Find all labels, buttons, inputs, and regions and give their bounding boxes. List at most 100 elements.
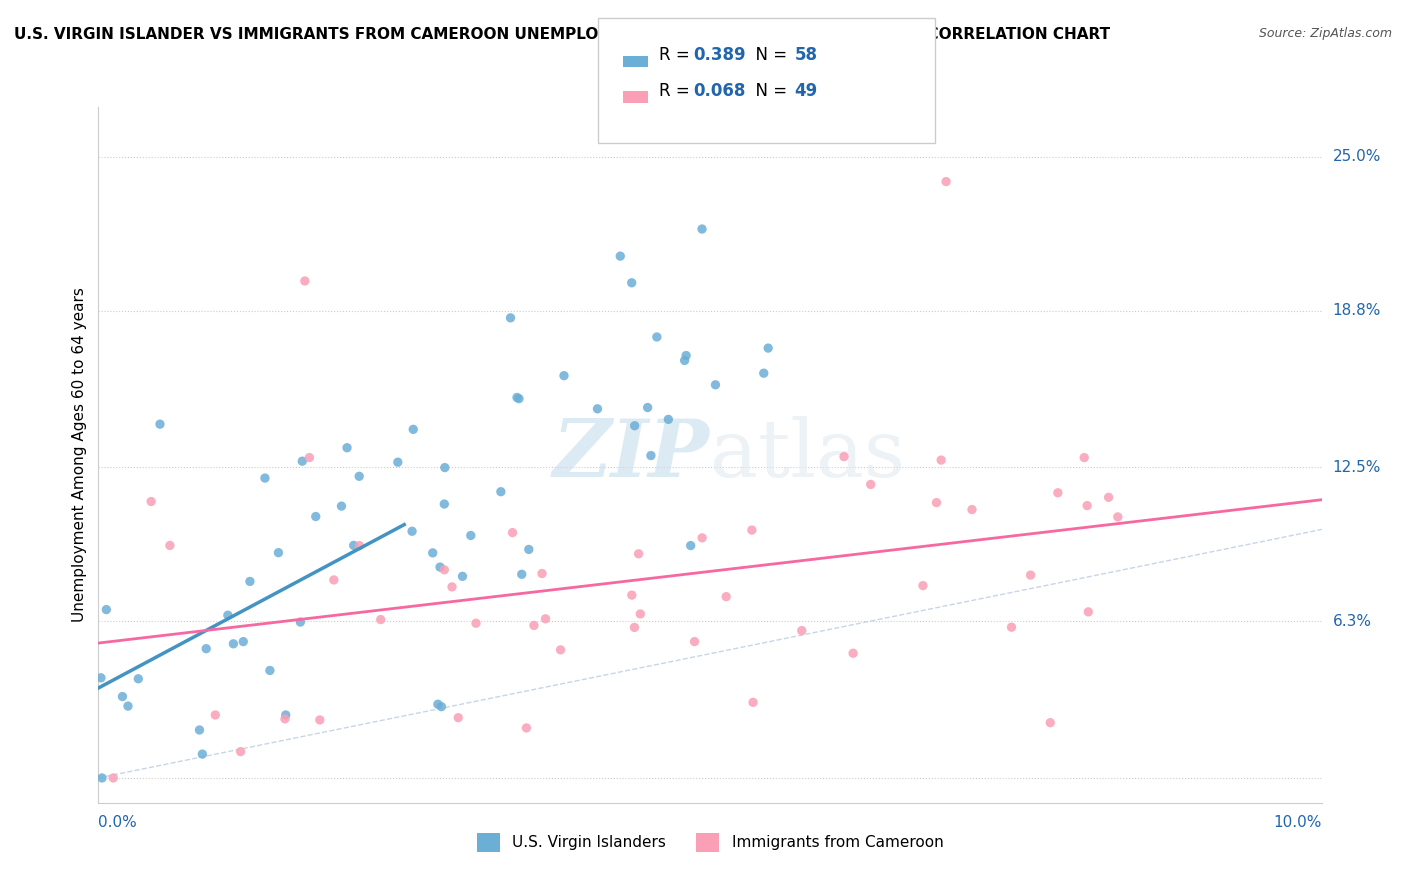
- Point: [627, 547, 650, 561]
- Point: [523, 618, 546, 632]
- Point: [741, 523, 763, 537]
- Point: [159, 538, 181, 552]
- Point: [433, 563, 456, 577]
- Point: [149, 417, 172, 432]
- Point: [1039, 715, 1062, 730]
- Point: [117, 699, 139, 714]
- Point: [935, 175, 957, 189]
- Point: [330, 499, 353, 513]
- Point: [298, 450, 321, 465]
- Point: [609, 249, 631, 263]
- Point: [430, 699, 453, 714]
- Point: [645, 330, 668, 344]
- Point: [550, 643, 572, 657]
- Point: [426, 697, 449, 711]
- Point: [489, 484, 512, 499]
- Point: [960, 502, 983, 516]
- Point: [683, 634, 706, 648]
- Text: atlas: atlas: [710, 416, 905, 494]
- Point: [637, 401, 659, 415]
- Point: [259, 664, 281, 678]
- Point: [191, 747, 214, 761]
- Text: U.S. VIRGIN ISLANDER VS IMMIGRANTS FROM CAMEROON UNEMPLOYMENT AMONG AGES 60 TO 6: U.S. VIRGIN ISLANDER VS IMMIGRANTS FROM …: [14, 27, 1111, 42]
- Point: [1073, 450, 1095, 465]
- Text: 58: 58: [794, 46, 817, 64]
- Text: 25.0%: 25.0%: [1333, 149, 1381, 164]
- Point: [274, 708, 297, 723]
- Point: [1000, 620, 1022, 634]
- Point: [628, 607, 651, 621]
- Point: [534, 612, 557, 626]
- Text: 0.0%: 0.0%: [98, 815, 138, 830]
- Point: [1046, 485, 1069, 500]
- Text: 0.389: 0.389: [693, 46, 745, 64]
- Text: 10.0%: 10.0%: [1274, 815, 1322, 830]
- Point: [291, 454, 314, 468]
- Point: [433, 497, 456, 511]
- Text: 18.8%: 18.8%: [1333, 303, 1381, 318]
- Text: R =: R =: [659, 82, 696, 100]
- Point: [929, 453, 952, 467]
- Point: [111, 690, 134, 704]
- Text: N =: N =: [745, 46, 793, 64]
- Point: [322, 573, 344, 587]
- Point: [704, 377, 727, 392]
- Point: [308, 713, 330, 727]
- Point: [742, 695, 765, 709]
- Point: [451, 569, 474, 583]
- Point: [440, 580, 463, 594]
- Point: [842, 646, 865, 660]
- Point: [96, 602, 118, 616]
- Point: [217, 608, 239, 623]
- Point: [460, 528, 482, 542]
- Point: [506, 391, 529, 405]
- Point: [103, 771, 125, 785]
- Point: [387, 455, 409, 469]
- Point: [1077, 605, 1099, 619]
- Point: [756, 341, 779, 355]
- Point: [274, 712, 297, 726]
- Point: [690, 531, 713, 545]
- Point: [336, 441, 359, 455]
- Point: [91, 771, 114, 785]
- Point: [433, 460, 456, 475]
- Point: [502, 525, 524, 540]
- Point: [90, 671, 112, 685]
- Point: [790, 624, 813, 638]
- Point: [229, 745, 252, 759]
- Point: [402, 422, 425, 436]
- Point: [222, 637, 245, 651]
- Text: 49: 49: [794, 82, 818, 100]
- Point: [675, 349, 697, 363]
- Point: [510, 567, 533, 582]
- Point: [429, 560, 451, 574]
- Point: [253, 471, 276, 485]
- Point: [531, 566, 554, 581]
- Point: [188, 723, 211, 737]
- Point: [515, 721, 537, 735]
- Text: ZIP: ZIP: [553, 417, 710, 493]
- Point: [370, 613, 392, 627]
- Point: [401, 524, 423, 539]
- Point: [422, 546, 444, 560]
- Point: [1097, 491, 1119, 505]
- Point: [232, 634, 254, 648]
- Point: [1019, 568, 1042, 582]
- Point: [623, 418, 645, 433]
- Point: [127, 672, 149, 686]
- Point: [195, 641, 218, 656]
- Point: [586, 401, 609, 416]
- Point: [517, 542, 540, 557]
- Point: [620, 276, 643, 290]
- Point: [499, 310, 522, 325]
- Point: [620, 588, 643, 602]
- Legend: U.S. Virgin Islanders, Immigrants from Cameroon: U.S. Virgin Islanders, Immigrants from C…: [471, 827, 949, 858]
- Point: [290, 615, 312, 629]
- Point: [679, 539, 702, 553]
- Point: [204, 708, 226, 723]
- Y-axis label: Unemployment Among Ages 60 to 64 years: Unemployment Among Ages 60 to 64 years: [72, 287, 87, 623]
- Point: [553, 368, 575, 383]
- Point: [911, 579, 934, 593]
- Point: [657, 412, 679, 426]
- Point: [343, 538, 366, 552]
